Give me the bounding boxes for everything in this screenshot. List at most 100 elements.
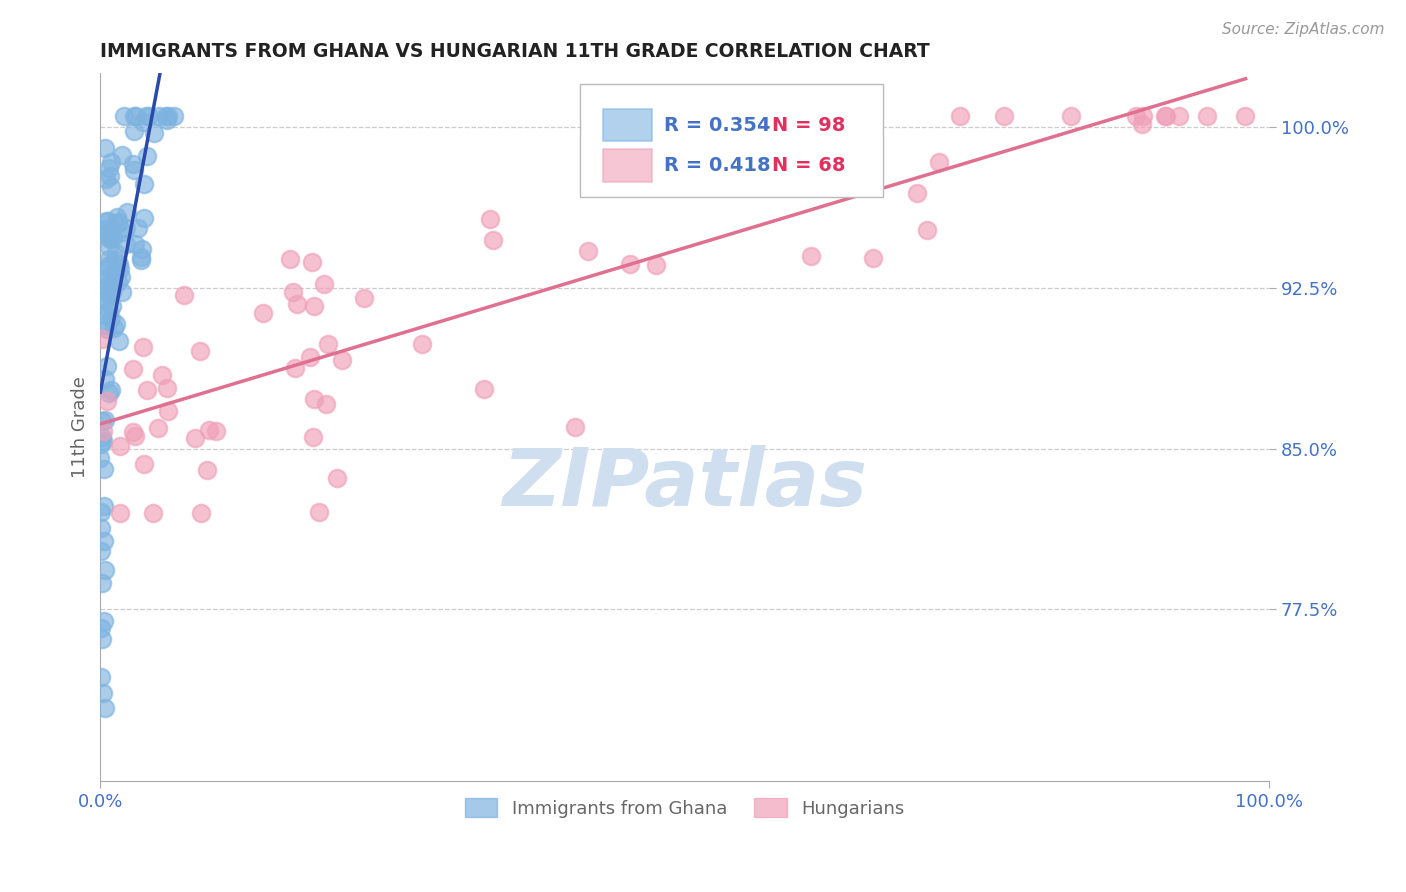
Point <box>91 434 114 448</box>
Point <box>112 225 135 239</box>
Point <box>115 221 138 235</box>
Point <box>97 309 120 323</box>
Text: IMMIGRANTS FROM GHANA VS HUNGARIAN 11TH GRADE CORRELATION CHART: IMMIGRANTS FROM GHANA VS HUNGARIAN 11TH … <box>100 42 931 61</box>
Point <box>91 332 114 346</box>
Point <box>301 254 323 268</box>
Point <box>205 424 228 438</box>
Point <box>89 450 111 465</box>
Point <box>173 287 195 301</box>
Point <box>283 285 305 299</box>
Point <box>138 109 160 123</box>
Point <box>98 258 121 272</box>
Point <box>112 109 135 123</box>
Point <box>198 423 221 437</box>
Point <box>150 368 173 383</box>
Point <box>146 421 169 435</box>
Point <box>108 506 131 520</box>
Point <box>94 171 117 186</box>
Point <box>298 351 321 365</box>
Point <box>111 148 134 162</box>
Point <box>132 114 155 128</box>
Point <box>97 302 120 317</box>
Point <box>1234 109 1257 123</box>
Point <box>302 299 325 313</box>
Point <box>108 334 131 348</box>
Point <box>91 414 114 428</box>
Point <box>91 430 114 444</box>
Point <box>564 419 586 434</box>
Point <box>157 404 180 418</box>
Point <box>155 112 177 127</box>
Point <box>98 252 121 266</box>
Point <box>652 177 675 191</box>
Point <box>90 670 112 684</box>
Legend: Immigrants from Ghana, Hungarians: Immigrants from Ghana, Hungarians <box>458 791 911 825</box>
Point <box>129 252 152 267</box>
Text: Source: ZipAtlas.com: Source: ZipAtlas.com <box>1222 22 1385 37</box>
Point <box>619 257 641 271</box>
Point <box>90 621 112 635</box>
Point <box>93 413 115 427</box>
Point <box>800 249 823 263</box>
Point <box>122 157 145 171</box>
Point <box>142 506 165 520</box>
Point <box>98 161 121 176</box>
Point <box>100 384 122 398</box>
Point <box>108 261 131 276</box>
Point <box>928 155 950 169</box>
Point <box>97 270 120 285</box>
Point <box>183 431 205 445</box>
Point <box>129 250 152 264</box>
Point <box>94 293 117 307</box>
Point <box>94 700 117 714</box>
Point <box>93 614 115 628</box>
Point <box>122 425 145 439</box>
Point <box>115 205 138 219</box>
Point <box>110 269 132 284</box>
Point <box>101 285 124 299</box>
Point <box>316 337 339 351</box>
Point <box>675 109 697 123</box>
Y-axis label: 11th Grade: 11th Grade <box>72 376 89 478</box>
Point <box>1130 117 1153 131</box>
Point <box>411 337 433 351</box>
Point <box>132 340 155 354</box>
Point <box>156 381 179 395</box>
Point <box>108 439 131 453</box>
Point <box>472 383 495 397</box>
Text: R = 0.354: R = 0.354 <box>664 116 770 135</box>
Point <box>94 214 117 228</box>
Point <box>1156 109 1178 123</box>
Point <box>134 211 156 225</box>
Point <box>136 149 159 163</box>
Point <box>98 169 121 184</box>
Point <box>124 236 146 251</box>
Point <box>302 430 325 444</box>
Point <box>645 258 668 272</box>
Point <box>285 296 308 310</box>
Point <box>96 273 118 287</box>
Point <box>325 471 347 485</box>
Point <box>105 211 128 225</box>
Point <box>97 286 120 301</box>
Point <box>94 371 117 385</box>
Point <box>93 461 115 475</box>
Point <box>90 632 112 646</box>
Point <box>134 457 156 471</box>
Point <box>100 310 122 325</box>
Point <box>93 499 115 513</box>
Point <box>96 394 118 409</box>
Point <box>97 261 120 276</box>
Point <box>97 231 120 245</box>
Point <box>195 463 218 477</box>
Point <box>107 215 129 229</box>
Point <box>576 244 599 258</box>
Point <box>856 133 879 147</box>
Point <box>330 353 353 368</box>
Point <box>96 278 118 293</box>
Point <box>127 221 149 235</box>
Point <box>478 211 501 226</box>
Point <box>93 424 115 438</box>
Point <box>94 318 117 332</box>
Point <box>107 216 129 230</box>
